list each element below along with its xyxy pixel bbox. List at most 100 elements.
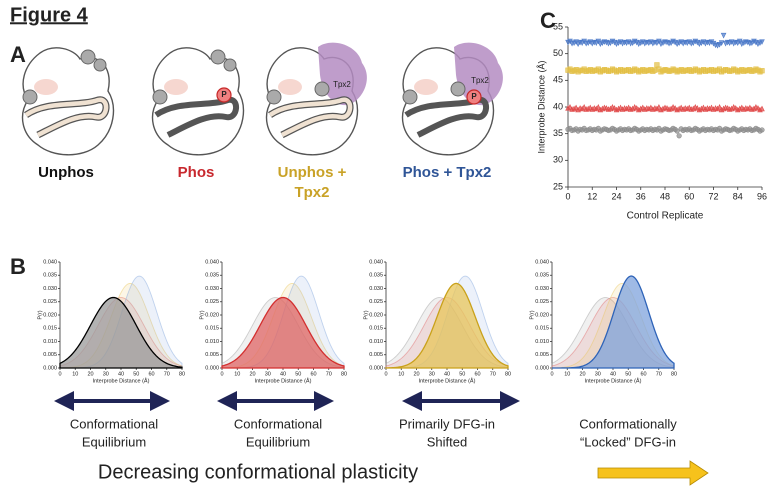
x-tick-label: 40 [610,371,616,377]
x-tick-label: 20 [249,371,255,377]
y-tick-label: 0.020 [535,312,549,318]
y-tick-label: 0.005 [43,352,57,358]
scatter-point [736,38,743,45]
y-tick-label: 0.035 [43,273,57,279]
y-tick-label: 50 [553,48,563,58]
x-tick-label: 72 [708,191,718,201]
y-tick-label: 0.005 [369,352,383,358]
state-label: Unphos + [278,164,347,181]
phospho-label: P [221,90,227,99]
x-axis-label: Interprobe Distance (Å) [419,377,476,384]
x-tick-label: 60 [310,371,316,377]
trend-arrow [597,460,709,486]
x-tick-label: 10 [398,371,404,377]
y-tick-label: 0.030 [43,286,57,292]
figure-title: Figure 4 [10,4,89,26]
y-tick-label: 0.010 [535,339,549,345]
x-tick-label: 10 [234,371,240,377]
x-tick-label: 70 [326,371,332,377]
x-tick-label: 50 [625,371,631,377]
tpx2-label: Tpx2 [333,80,351,89]
x-tick-label: 80 [671,371,677,377]
x-tick-label: 50 [133,371,139,377]
x-tick-label: 70 [656,371,662,377]
scatter-point [718,40,725,46]
scatter-point [720,32,727,39]
y-axis-label: Interprobe Distance (Å) [536,60,546,153]
scatter-point [656,38,662,45]
y-tick-label: 45 [553,75,563,85]
x-tick-label: 24 [611,191,621,201]
phospho-label: P [471,92,477,101]
y-tick-label: 0.040 [43,259,57,265]
x-tick-label: 0 [220,371,223,377]
x-tick-label: 0 [384,371,387,377]
y-tick-label: 0.030 [369,286,383,292]
y-tick-label: 30 [553,155,563,165]
y-tick-label: 55 [553,21,563,31]
x-axis-label: Interprobe Distance (Å) [585,377,642,384]
panel-caption: Conformational [234,416,322,431]
x-tick-label: 40 [118,371,124,377]
y-tick-label: 0.040 [535,259,549,265]
y-tick-label: 0.010 [205,339,219,345]
y-tick-label: 0.025 [369,299,383,305]
state-label: Unphos [38,164,94,181]
y-tick-label: 0.035 [535,273,549,279]
y-axis-label: P(r) [37,310,43,319]
y-tick-label: 0.015 [43,326,57,332]
y-tick-label: 0.000 [535,365,549,371]
tpx2-label: Tpx2 [471,76,489,85]
y-tick-label: 40 [553,101,563,111]
x-tick-label: 20 [413,371,419,377]
density-curve-highlight [221,296,345,369]
x-tick-label: 70 [490,371,496,377]
x-tick-label: 12 [587,191,597,201]
y-tick-label: 0.000 [205,365,219,371]
y-tick-label: 0.020 [205,312,219,318]
x-tick-label: 80 [505,371,511,377]
y-tick-label: 0.030 [535,286,549,292]
panel-letter: B [10,254,26,279]
x-tick-label: 60 [474,371,480,377]
scatter-point [759,105,765,112]
x-tick-label: 0 [550,371,553,377]
y-tick-label: 0.025 [43,299,57,305]
x-tick-label: 20 [579,371,585,377]
y-tick-label: 0.005 [535,352,549,358]
y-axis-label: P(r) [199,310,205,319]
cartoon-unphos-tpx2: Tpx2 [265,42,367,156]
x-tick-label: 40 [444,371,450,377]
footer-text: Decreasing conformational plasticity [98,461,418,483]
y-tick-label: 0.005 [205,352,219,358]
cartoon-phos: P [151,47,245,156]
y-tick-label: 0.030 [205,286,219,292]
y-tick-label: 0.015 [535,326,549,332]
x-tick-label: 30 [103,371,109,377]
x-tick-label: 70 [164,371,170,377]
x-tick-label: 30 [265,371,271,377]
y-tick-label: 0.035 [205,273,219,279]
density-curve-highlight [552,275,675,369]
x-tick-label: 60 [640,371,646,377]
x-axis-label: Control Replicate [627,211,704,222]
x-tick-label: 80 [179,371,185,377]
state-label: Phos [178,164,215,181]
panel-letter: C [540,8,556,33]
x-tick-label: 10 [564,371,570,377]
x-axis-label: Interprobe Distance (Å) [255,377,312,384]
y-axis-label: P(r) [363,310,369,319]
scatter-point [674,128,680,134]
x-tick-label: 36 [636,191,646,201]
scatter-point [654,62,660,68]
y-tick-label: 0.020 [369,312,383,318]
cartoon-unphos [21,47,115,156]
scatter-point [759,39,765,45]
x-tick-label: 30 [429,371,435,377]
scatter-point [595,104,602,110]
state-label: Phos + Tpx2 [403,164,492,181]
panel-letter: A [10,42,26,67]
scatter-point [676,133,682,139]
x-tick-label: 10 [72,371,78,377]
